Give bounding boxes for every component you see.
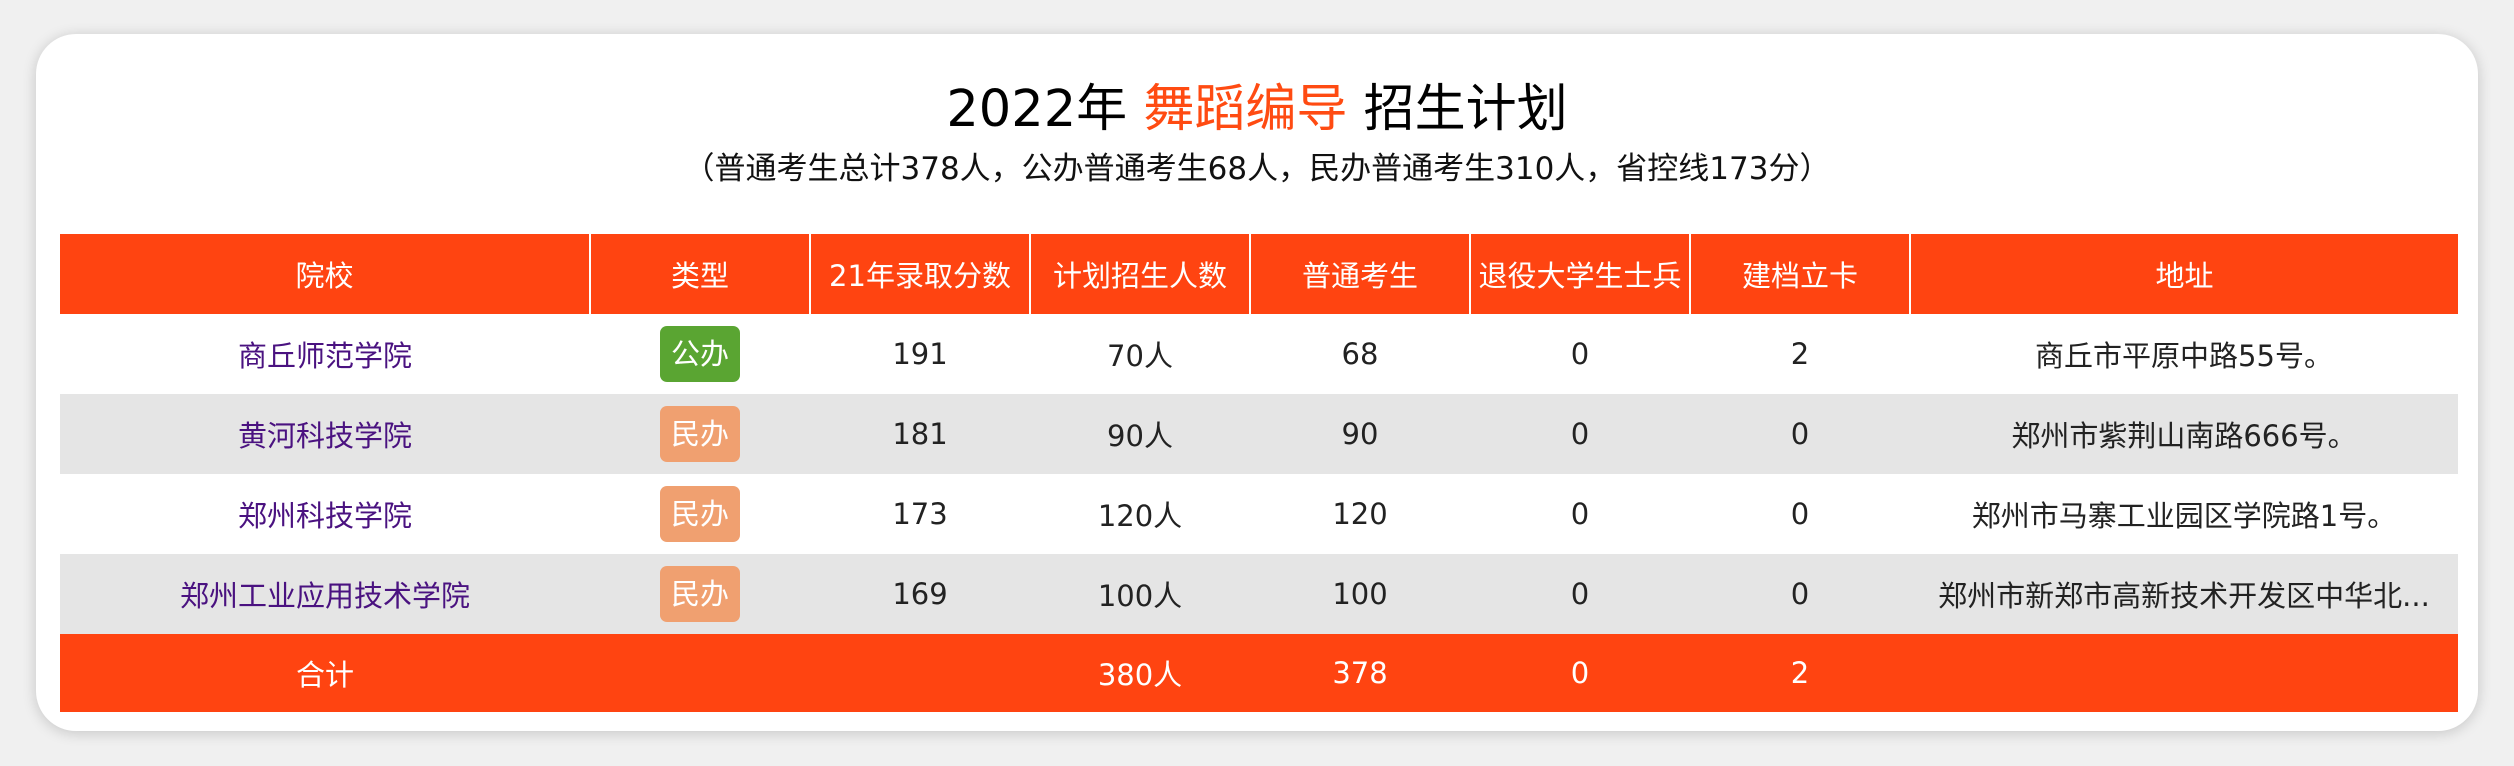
school-name[interactable]: 郑州工业应用技术学院 [60, 554, 590, 634]
table-row: 郑州科技学院 民办 173 120人 120 0 0 郑州市马寨工业园区学院路1… [60, 474, 2458, 554]
veteran-cell: 0 [1470, 314, 1690, 394]
type-cell: 公办 [590, 314, 810, 394]
page-subtitle: （普通考生总计378人，公办普通考生68人，民办普通考生310人，省控线173分… [683, 151, 1831, 187]
total-plan: 380人 [1030, 634, 1250, 712]
title-major: 舞蹈编导 [1143, 80, 1348, 139]
table-row: 黄河科技学院 民办 181 90人 90 0 0 郑州市紫荆山南路666号。 [60, 394, 2458, 474]
regular-cell: 120 [1250, 474, 1470, 554]
type-badge: 公办 [660, 326, 740, 382]
title-prefix: 2022年 [946, 80, 1128, 139]
type-badge: 民办 [660, 486, 740, 542]
regular-cell: 68 [1250, 314, 1470, 394]
veteran-cell: 0 [1470, 474, 1690, 554]
regular-cell: 90 [1250, 394, 1470, 474]
poverty-cell: 0 [1690, 474, 1910, 554]
total-label: 合计 [60, 634, 590, 712]
total-score-cell [810, 634, 1030, 712]
school-name[interactable]: 商丘师范学院 [60, 314, 590, 394]
total-veteran: 0 [1470, 634, 1690, 712]
type-cell: 民办 [590, 474, 810, 554]
school-name[interactable]: 黄河科技学院 [60, 394, 590, 474]
veteran-cell: 0 [1470, 554, 1690, 634]
column-header-veteran: 退役大学生士兵 [1470, 234, 1691, 314]
score-cell: 181 [810, 394, 1030, 474]
table-row: 商丘师范学院 公办 191 70人 68 0 2 商丘市平原中路55号。 [60, 314, 2458, 394]
score-cell: 169 [810, 554, 1030, 634]
type-badge: 民办 [660, 566, 740, 622]
total-row: 合计 380人 378 0 2 [60, 634, 2458, 712]
total-address-cell [1910, 634, 2458, 712]
column-header-school: 院校 [60, 234, 591, 314]
plan-cell: 90人 [1030, 394, 1250, 474]
type-cell: 民办 [590, 394, 810, 474]
total-type-cell [590, 634, 810, 712]
plan-cell: 100人 [1030, 554, 1250, 634]
school-name[interactable]: 郑州科技学院 [60, 474, 590, 554]
address-cell: 郑州市新郑市高新技术开发区中华北... [1910, 554, 2458, 634]
score-cell: 173 [810, 474, 1030, 554]
title-suffix: 招生计划 [1363, 80, 1568, 139]
type-cell: 民办 [590, 554, 810, 634]
type-badge: 民办 [660, 406, 740, 462]
regular-cell: 100 [1250, 554, 1470, 634]
poverty-cell: 0 [1690, 394, 1910, 474]
column-header-score: 21年录取分数 [810, 234, 1031, 314]
column-header-poverty: 建档立卡 [1690, 234, 1911, 314]
plan-cell: 70人 [1030, 314, 1250, 394]
total-poverty: 2 [1690, 634, 1910, 712]
score-cell: 191 [810, 314, 1030, 394]
total-regular: 378 [1250, 634, 1470, 712]
column-header-type: 类型 [590, 234, 811, 314]
table-header-row: 院校 类型 21年录取分数 计划招生人数 普通考生 退役大学生士兵 建档立卡 地… [60, 234, 2458, 314]
column-header-address: 地址 [1910, 234, 2458, 314]
address-cell: 商丘市平原中路55号。 [1910, 314, 2458, 394]
veteran-cell: 0 [1470, 394, 1690, 474]
plan-cell: 120人 [1030, 474, 1250, 554]
poverty-cell: 2 [1690, 314, 1910, 394]
column-header-plan: 计划招生人数 [1030, 234, 1251, 314]
enrollment-table: 院校 类型 21年录取分数 计划招生人数 普通考生 退役大学生士兵 建档立卡 地… [60, 234, 2458, 712]
table-row: 郑州工业应用技术学院 民办 169 100人 100 0 0 郑州市新郑市高新技… [60, 554, 2458, 634]
page-title: 2022年 舞蹈编导 招生计划 [36, 74, 2478, 146]
address-cell: 郑州市马寨工业园区学院路1号。 [1910, 474, 2458, 554]
enrollment-plan-card: 2022年 舞蹈编导 招生计划 （普通考生总计378人，公办普通考生68人，民办… [36, 34, 2478, 731]
poverty-cell: 0 [1690, 554, 1910, 634]
address-cell: 郑州市紫荆山南路666号。 [1910, 394, 2458, 474]
column-header-regular: 普通考生 [1250, 234, 1471, 314]
